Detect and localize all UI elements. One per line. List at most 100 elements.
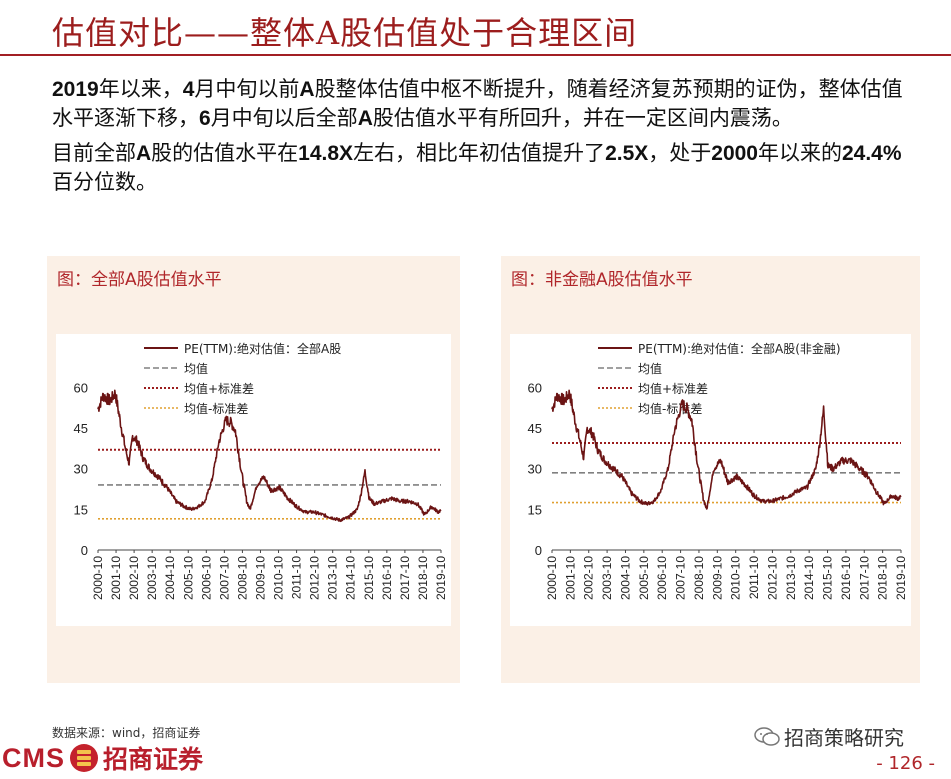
x-tick-label: 2003-10 bbox=[145, 556, 159, 600]
x-tick-label: 2006-10 bbox=[655, 556, 669, 600]
x-tick-label: 2007-10 bbox=[674, 556, 688, 600]
x-tick-label: 2009-10 bbox=[253, 556, 267, 600]
cms-logo: CMS 招商证券 bbox=[2, 740, 203, 776]
text-run: 月中旬以后全部 bbox=[210, 106, 358, 130]
y-tick-label: 15 bbox=[528, 502, 542, 517]
text-run: 年以来， bbox=[98, 77, 183, 101]
text-run: 2.5X bbox=[605, 142, 649, 165]
legend-label: 均值+标准差 bbox=[638, 381, 708, 396]
text-run: A bbox=[357, 107, 373, 130]
x-tick-label: 2015-10 bbox=[362, 556, 376, 600]
x-tick-label: 2018-10 bbox=[416, 556, 430, 600]
title-divider bbox=[0, 54, 951, 56]
x-tick-label: 2016-10 bbox=[380, 556, 394, 600]
legend-label: 均值-标准差 bbox=[638, 401, 702, 416]
x-tick-label: 2008-10 bbox=[235, 556, 249, 600]
x-tick-label: 2004-10 bbox=[618, 556, 632, 600]
y-tick-label: 45 bbox=[528, 421, 542, 436]
text-run: 4 bbox=[182, 78, 195, 101]
x-tick-label: 2012-10 bbox=[765, 556, 779, 600]
chart-panel-nonfinancial: 图：非金融A股估值水平 PE(TTM):绝对估值：全部A股(非金融) 均值均值+标… bbox=[501, 256, 920, 683]
x-tick-label: 2011-10 bbox=[747, 556, 761, 599]
x-tick-label: 2010-10 bbox=[729, 556, 743, 600]
text-run: 14.8X bbox=[298, 142, 354, 165]
x-tick-label: 2006-10 bbox=[199, 556, 213, 600]
chart-area-all-a: PE(TTM):绝对估值：全部A股 均值均值+标准差 均值-标准差 0 15 30 45 60… bbox=[56, 334, 451, 626]
text-run: 年以来的 bbox=[757, 141, 842, 165]
x-tick-label: 2017-10 bbox=[398, 556, 412, 600]
chart-title-all-a: 图：全部A股估值水平 bbox=[57, 270, 222, 290]
legend-label: PE(TTM):绝对估值：全部A股 bbox=[184, 341, 341, 356]
x-tick-label: 2014-10 bbox=[802, 556, 816, 600]
x-tick-label: 2010-10 bbox=[272, 556, 286, 600]
y-tick-label: 45 bbox=[74, 421, 88, 436]
x-tick-label: 2016-10 bbox=[839, 556, 853, 600]
y-tick-label: 60 bbox=[528, 380, 542, 395]
x-tick-label: 2011-10 bbox=[290, 556, 304, 599]
x-tick-label: 2019-10 bbox=[434, 556, 448, 600]
y-tick-label: 15 bbox=[74, 502, 88, 517]
x-tick-label: 2008-10 bbox=[692, 556, 706, 600]
legend-label: 均值+标准差 bbox=[184, 381, 254, 396]
text-run: 2019 bbox=[52, 78, 99, 101]
y-tick-label: 0 bbox=[81, 543, 88, 558]
y-tick-label: 60 bbox=[74, 380, 88, 395]
x-tick-label: 2012-10 bbox=[308, 556, 322, 600]
logo-text-en: CMS bbox=[2, 742, 65, 773]
text-run: 股的估值水平在 bbox=[151, 141, 299, 165]
x-tick-label: 2005-10 bbox=[181, 556, 195, 600]
text-run: 左右，相比年初估值提升了 bbox=[353, 141, 606, 165]
data-source: 数据来源：wind，招商证券 bbox=[52, 726, 201, 740]
x-tick-label: 2019-10 bbox=[894, 556, 908, 600]
x-tick-label: 2013-10 bbox=[326, 556, 340, 600]
x-tick-label: 2004-10 bbox=[163, 556, 177, 600]
wechat-account: 招商策略研究 bbox=[754, 722, 904, 751]
legend-label: 均值-标准差 bbox=[184, 401, 248, 416]
x-tick-label: 2000-10 bbox=[91, 556, 105, 600]
x-tick-label: 2001-10 bbox=[563, 556, 577, 600]
legend-label: 均值 bbox=[638, 361, 662, 376]
x-tick-label: 2009-10 bbox=[710, 556, 724, 600]
chart-panel-all-a: 图：全部A股估值水平 PE(TTM):绝对估值：全部A股 均值均值+标准差 均值-标… bbox=[47, 256, 460, 683]
x-tick-label: 2002-10 bbox=[582, 556, 596, 600]
summary-paragraph-2: 目前全部A股的估值水平在14.8X左右，相比年初估值提升了2.5X，处于2000… bbox=[52, 139, 922, 197]
chart-area-nonfinancial: PE(TTM):绝对估值：全部A股(非金融) 均值均值+标准差 均值-标准差 0 15 3… bbox=[510, 334, 911, 626]
y-tick-label: 30 bbox=[74, 462, 88, 477]
text-run: 2000 bbox=[711, 142, 758, 165]
text-run: 股整体估值中枢不断提升，随着经济复苏预期的证伪，整体估值水平逐渐下移， bbox=[52, 77, 903, 130]
pe-series-line bbox=[551, 389, 902, 510]
logo-emblem-icon bbox=[70, 744, 98, 772]
legend-label: PE(TTM):绝对估值：全部A股(非金融) bbox=[638, 341, 841, 356]
pe-series-line bbox=[97, 389, 442, 523]
legend-label: 均值 bbox=[184, 361, 208, 376]
y-tick-label: 0 bbox=[535, 543, 542, 558]
x-tick-label: 2017-10 bbox=[857, 556, 871, 600]
text-run: ，处于 bbox=[648, 141, 712, 165]
wechat-icon bbox=[754, 726, 780, 746]
x-tick-label: 2005-10 bbox=[637, 556, 651, 600]
text-run: A bbox=[299, 78, 315, 101]
page-number: - 126 - bbox=[876, 753, 935, 774]
page-title: 估值对比——整体A股估值处于合理区间 bbox=[52, 14, 638, 52]
x-tick-label: 2013-10 bbox=[784, 556, 798, 600]
summary-paragraph-1: 2019年以来，4月中旬以前A股整体估值中枢不断提升，随着经济复苏预期的证伪，整… bbox=[52, 75, 922, 133]
y-tick-label: 30 bbox=[528, 462, 542, 477]
x-tick-label: 2015-10 bbox=[821, 556, 835, 600]
wechat-name: 招商策略研究 bbox=[784, 726, 904, 750]
text-run: 月中旬以前 bbox=[194, 77, 300, 101]
x-tick-label: 2018-10 bbox=[876, 556, 890, 600]
x-tick-label: 2001-10 bbox=[109, 556, 123, 600]
text-run: 6 bbox=[199, 107, 211, 130]
x-tick-label: 2007-10 bbox=[217, 556, 231, 600]
x-tick-label: 2003-10 bbox=[600, 556, 614, 600]
text-run: 24.4% bbox=[841, 142, 902, 165]
summary-text: 2019年以来，4月中旬以前A股整体估值中枢不断提升，随着经济复苏预期的证伪，整… bbox=[52, 75, 922, 203]
x-tick-label: 2002-10 bbox=[127, 556, 141, 600]
logo-text-cn: 招商证券 bbox=[103, 745, 204, 774]
text-run: 目前全部 bbox=[52, 141, 136, 165]
text-run: 百分位数。 bbox=[52, 170, 157, 194]
text-run: 股估值水平有所回升，并在一定区间内震荡。 bbox=[372, 106, 793, 130]
chart-title-nonfinancial: 图：非金融A股估值水平 bbox=[511, 270, 693, 290]
